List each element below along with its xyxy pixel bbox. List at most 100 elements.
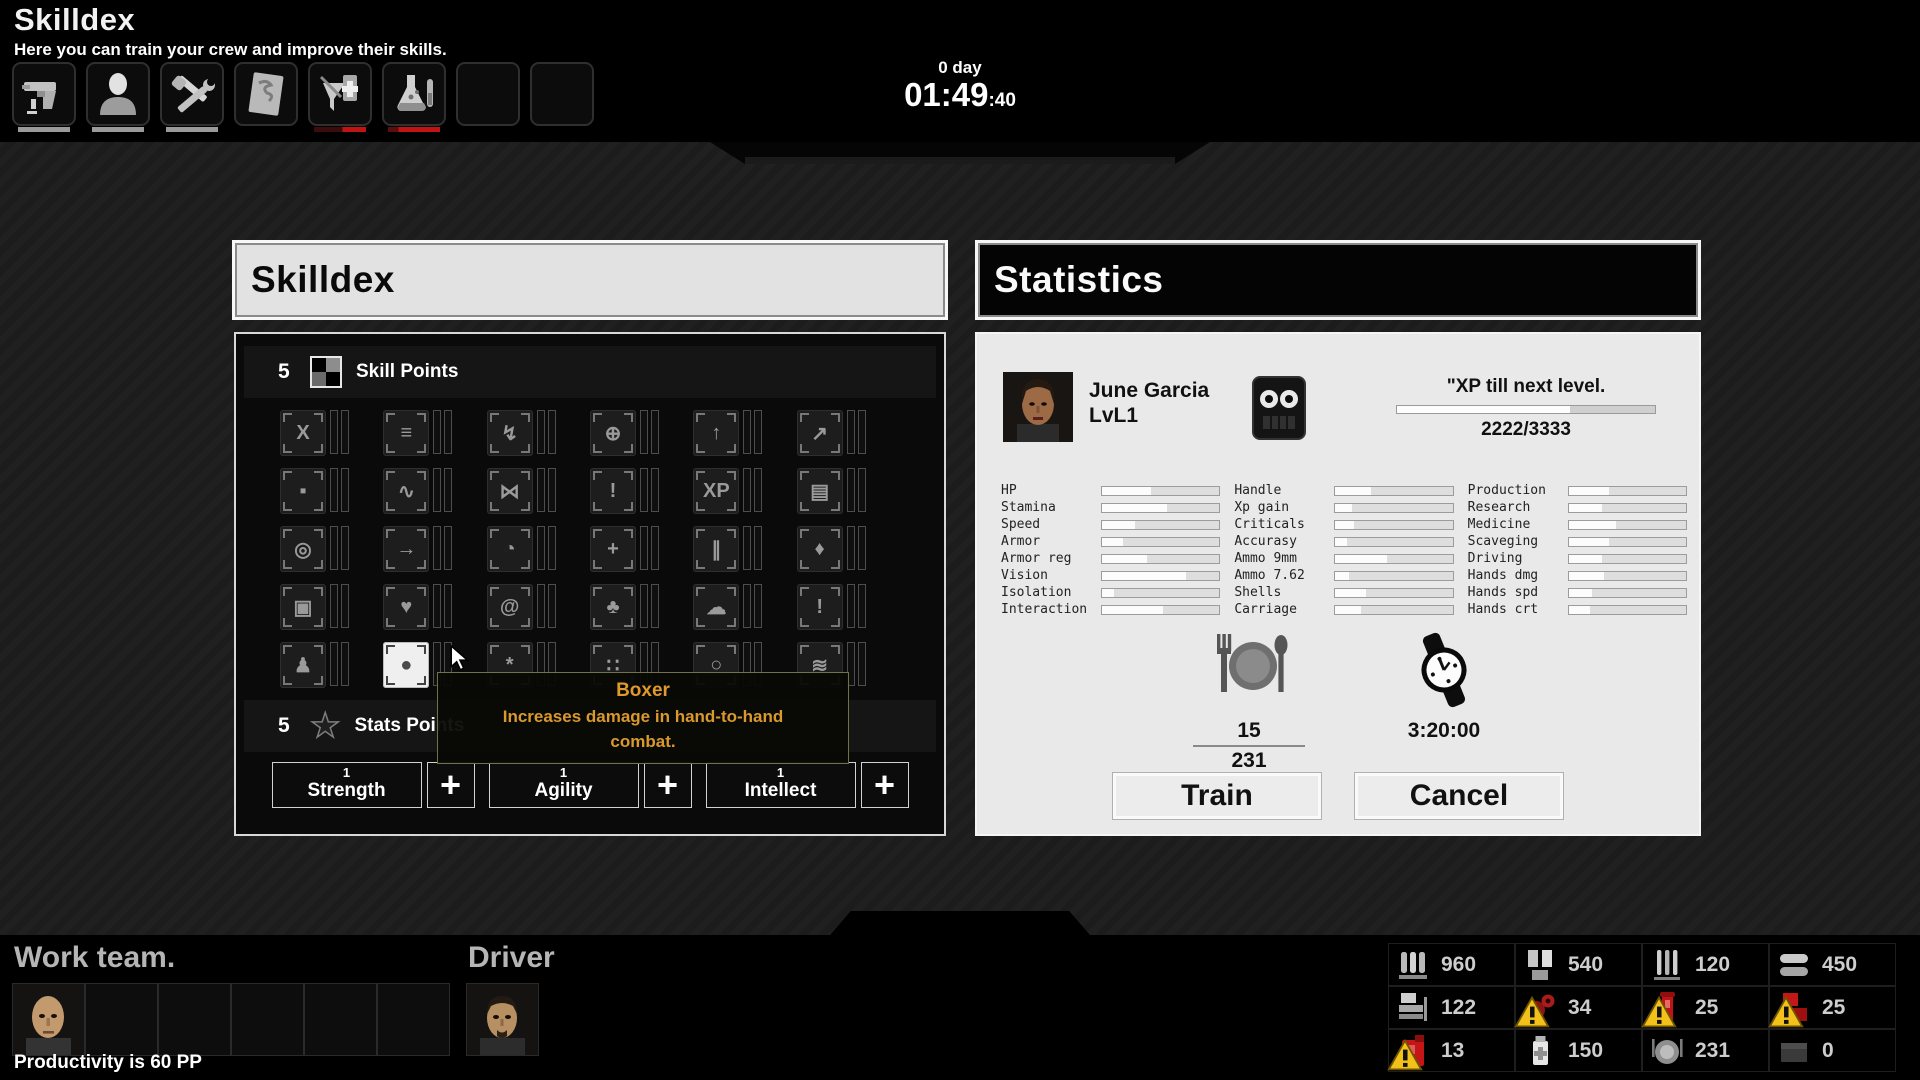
xp-value: 2222/3333 — [1481, 419, 1571, 440]
toolbar-crew-button[interactable] — [86, 62, 150, 132]
stat-row-speed: Speed — [1001, 517, 1221, 532]
tools-icon — [171, 75, 215, 113]
skill-grid: X ≡ ↯ ⊕ ↑ ↗ ▪ ∿ ⋈! XP ▤ ◎ → ◔ + ∥ ♦ ▣ ♥ @ ♣ ☁! ♟ ● * ∷ ○ ≋ — [236, 410, 944, 688]
skill-tile-sprint[interactable]: ↯ — [486, 410, 590, 456]
skill-tile-spiral[interactable]: @ — [486, 584, 590, 630]
cancel-button[interactable]: Cancel — [1354, 772, 1564, 820]
skill-tile-stack[interactable]: ≡ — [383, 410, 486, 456]
toolbar-weapons-button[interactable] — [12, 62, 76, 132]
scout-icon: ♟ — [294, 654, 312, 677]
skill-tile-wrestling[interactable]: ⋈ — [486, 468, 590, 514]
skill-tile-medic[interactable]: + — [590, 526, 693, 572]
mouse-cursor — [450, 645, 470, 671]
skill-tile-danger[interactable]: ! — [796, 584, 900, 630]
skill-tile-scope[interactable]: ⊕ — [590, 410, 693, 456]
skill-level-pips — [743, 526, 763, 570]
stat-row-armor: Armor — [1001, 534, 1221, 549]
stat-row-scaveging: Scaveging — [1468, 534, 1687, 549]
stat-row-xp-gain: Xp gain — [1234, 500, 1454, 515]
skill-tile-focus[interactable]: ◎ — [280, 526, 383, 572]
workbench-icon — [1395, 990, 1431, 1026]
scope-icon: ⊕ — [604, 422, 622, 445]
resource-ammo-9mm: 960 — [1388, 943, 1515, 986]
skill-tile-heart[interactable]: ♥ — [383, 584, 486, 630]
skill-level-pips — [433, 584, 453, 628]
resource-value: 34 — [1568, 995, 1592, 1019]
resource-materials: 25 — [1768, 986, 1896, 1029]
stat-row-vision: Vision — [1001, 568, 1221, 583]
skill-points-label: Skill Points — [356, 361, 459, 382]
skill-tile-melee[interactable]: ▪ — [280, 468, 383, 514]
skill-tile-scout[interactable]: ♟ — [280, 642, 383, 688]
skilldex-panel: Skilldex 5 Skill Points X ≡ ↯ ⊕ ↑ ↗ ▪ ∿ ⋈! XP ▤ ◎ → ◔… — [232, 240, 948, 836]
skill-tile-dual-wield[interactable]: ∥ — [693, 526, 796, 572]
skill-level-pips — [640, 468, 659, 512]
skill-tile-chemistry[interactable]: ♦ — [796, 526, 900, 572]
toolbar-underline — [240, 127, 292, 132]
skill-tile-alert[interactable]: ! — [590, 468, 693, 514]
toolbar-medical-button[interactable] — [308, 62, 372, 132]
work-team-slot-5[interactable] — [304, 983, 377, 1056]
skill-level-pips — [743, 410, 763, 454]
toolbar-empty-slot-1[interactable] — [456, 62, 520, 126]
map-icon — [248, 72, 284, 116]
resource-value: 960 — [1441, 952, 1477, 976]
skill-tile-supply[interactable]: ▤ — [796, 468, 900, 514]
whip-icon: ∿ — [397, 480, 415, 503]
gears-icon — [1514, 990, 1558, 1027]
skill-tile-throw[interactable]: ↗ — [796, 410, 900, 456]
resource-value: 25 — [1822, 995, 1846, 1019]
skill-tile-boxer[interactable]: ● — [383, 642, 486, 688]
skill-tile-nature[interactable]: ♣ — [590, 584, 693, 630]
toolbar-map-button[interactable] — [234, 62, 298, 126]
xp-block: "XP till next level. 2222/3333 — [1371, 372, 1681, 441]
work-team-slot-4[interactable] — [231, 983, 304, 1056]
ammo-belts-icon — [1776, 947, 1812, 983]
skill-tile-dash[interactable]: → — [383, 526, 486, 572]
driver-slot[interactable] — [466, 983, 539, 1056]
skill-tile-whip[interactable]: ∿ — [383, 468, 486, 514]
agility-plus-button[interactable]: + — [643, 762, 692, 808]
attribute-allocation-row: 1 Strength + 1 Agility + 1 Intellect — [236, 762, 944, 808]
skill-level-pips — [330, 468, 349, 512]
toolbar-empty-slot-2[interactable] — [530, 62, 594, 126]
resource-value: 540 — [1568, 952, 1604, 976]
resource-counters: 960 540 120 450 — [1387, 943, 1896, 1072]
main-toolbar — [12, 62, 594, 132]
skill-level-pips — [640, 410, 659, 454]
strength-plus-button[interactable]: + — [426, 762, 475, 808]
resource-value: 25 — [1695, 995, 1719, 1019]
skill-tile-muscle[interactable]: X — [280, 410, 383, 456]
resource-value: 13 — [1441, 1038, 1465, 1062]
work-team-slot-6[interactable] — [377, 983, 450, 1056]
resource-value: 0 — [1822, 1038, 1834, 1062]
toolbar-underline — [314, 127, 366, 132]
work-team-slot-2[interactable] — [85, 983, 158, 1056]
statistics-panel-body: June Garcia LvL1 "XP till next level. 22… — [975, 332, 1701, 836]
skill-level-pips — [846, 584, 866, 628]
stat-row-hands-spd: Hands spd — [1468, 585, 1687, 600]
skill-level-pips — [846, 642, 866, 686]
skill-tile-xp-gain[interactable]: XP — [693, 468, 796, 514]
stat-row-interaction: Interaction — [1001, 602, 1221, 617]
stat-row-research: Research — [1468, 500, 1687, 515]
work-team-slot-1[interactable] — [12, 983, 85, 1056]
tooltip-line-2: combat. — [610, 732, 676, 751]
rifle-rounds-icon — [1649, 947, 1685, 983]
stat-row-criticals: Criticals — [1234, 517, 1454, 532]
skill-level-pips — [433, 410, 453, 454]
resource-ammo-belts: 450 — [1769, 943, 1896, 986]
shield-icon: ▣ — [293, 596, 313, 619]
work-team-slot-3[interactable] — [158, 983, 231, 1056]
toolbar-chemistry-button[interactable] — [382, 62, 446, 132]
skill-tile-reaction[interactable]: ◔ — [486, 526, 590, 572]
skill-tile-climb[interactable]: ↑ — [693, 410, 796, 456]
intellect-attribute-box: 1 Intellect — [705, 762, 856, 808]
skill-tile-mind[interactable]: ☁ — [693, 584, 796, 630]
intellect-plus-button[interactable]: + — [860, 762, 909, 808]
toolbar-workshop-button[interactable] — [160, 62, 224, 132]
stat-row-hp: HP — [1001, 483, 1221, 498]
skill-tile-shield[interactable]: ▣ — [280, 584, 383, 630]
train-button[interactable]: Train — [1112, 772, 1322, 820]
game-clock: 0 day 01:49:40 — [860, 58, 1060, 118]
